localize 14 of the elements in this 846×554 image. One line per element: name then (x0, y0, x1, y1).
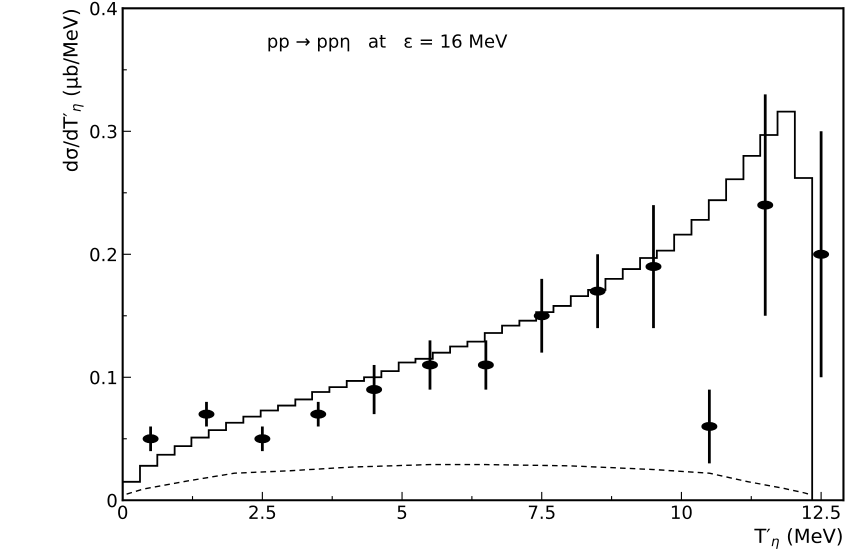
x-tick-label: 10 (672, 505, 692, 520)
x-tick-label: 12.5 (802, 505, 840, 520)
y-tick-label: 0.4 (90, 2, 117, 16)
x-axis-title: T′$_{η}$ (MeV) (754, 528, 842, 549)
y-tick-label: 0.2 (90, 248, 116, 262)
y-axis-title: dσ/dT′$_{η}$ (μb/MeV) (62, 10, 84, 172)
x-tick-label: 2.5 (249, 505, 276, 520)
x-tick-label: 5 (398, 506, 406, 520)
y-tick-label: 0.1 (90, 370, 116, 384)
y-tick-label: 0 (108, 494, 117, 508)
y-tick-label: 0.3 (90, 124, 116, 138)
x-tick-label: 7.5 (528, 506, 555, 520)
x-tick-label: 0 (118, 505, 128, 520)
annotation: pp → ppη at ε = 16 MeV (268, 34, 508, 52)
